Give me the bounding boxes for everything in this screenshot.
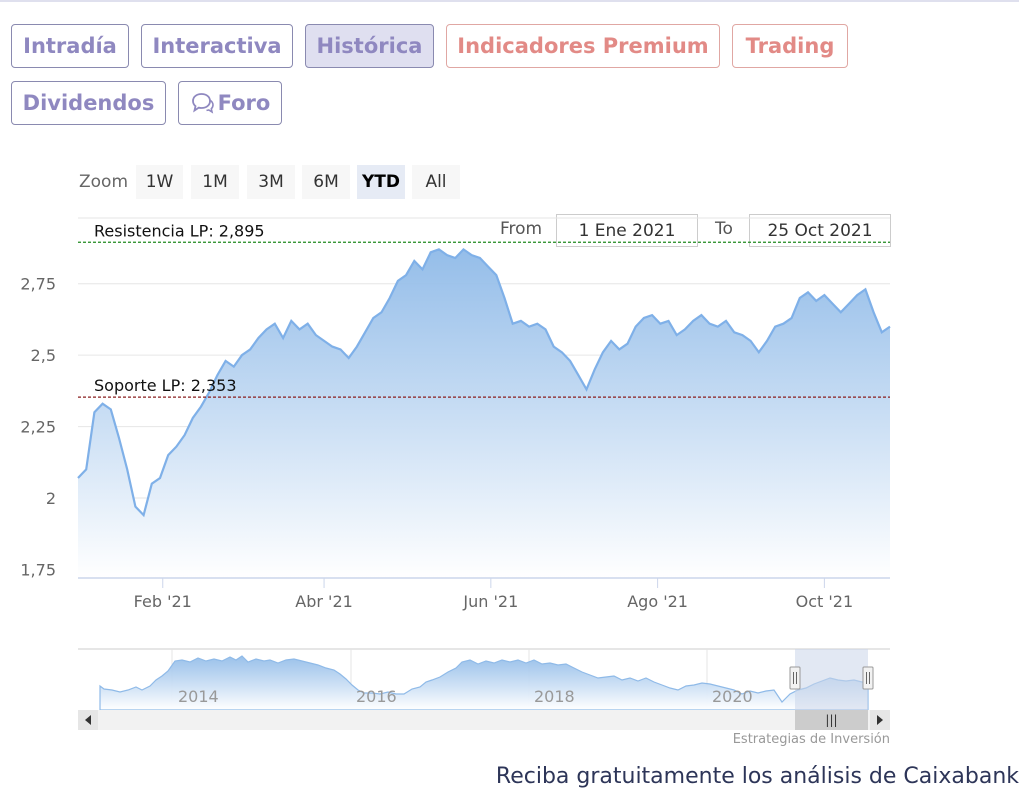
x-tick-label: Oct '21 [796,592,854,611]
tab-intradia[interactable]: Intradía [11,24,129,68]
to-date-input[interactable]: 25 Oct 2021 [749,214,891,247]
tab-dividendos[interactable]: Dividendos [11,81,166,125]
scroll-right-button[interactable] [870,710,890,730]
tab-label: Dividendos [22,91,155,115]
navigator-area [99,655,869,711]
scroll-left-button[interactable] [78,710,98,730]
y-tick-label: 2,5 [31,346,56,365]
tab-label: Indicadores Premium [457,34,709,58]
navigator-year-label: 2018 [534,687,575,706]
zoom-all-button[interactable]: All [412,165,460,199]
tab-label: Foro [217,91,271,115]
chart-credit[interactable]: Estrategias de Inversión [732,732,890,747]
tab-label: Trading [745,34,835,58]
tab-foro[interactable]: Foro [178,81,282,125]
zoom-1w-button[interactable]: 1W [136,165,183,199]
y-tick-label: 2 [46,489,56,508]
zoom-ytd-button[interactable]: YTD [357,165,405,199]
navigator-year-label: 2014 [178,687,219,706]
y-tick-label: 2,25 [20,418,56,437]
zoom-1m-button[interactable]: 1M [191,165,239,199]
tab-interactiva[interactable]: Interactiva [141,24,293,68]
y-tick-label: 1,75 [20,560,56,579]
resistance-label: Resistencia LP: 2,895 [94,221,265,240]
x-tick-label: Ago '21 [627,592,688,611]
navigator-right-handle[interactable] [862,666,874,690]
zoom-3m-button[interactable]: 3M [247,165,295,199]
scrollbar[interactable]: ||| [78,710,890,730]
chat-bubbles-icon [191,93,214,114]
from-date-input[interactable]: 1 Ene 2021 [556,214,698,247]
navigator-year-label: 2016 [356,687,397,706]
x-tick-label: Jun '21 [462,592,518,611]
tab-label: Intradía [23,34,117,58]
tab-historica[interactable]: Histórica [305,24,434,68]
tab-trading[interactable]: Trading [732,24,848,68]
navigator[interactable]: 2014 2016 2018 2020 [78,648,890,711]
tab-label: Histórica [316,34,423,58]
top-divider [0,0,1019,2]
tab-indicadores-premium[interactable]: Indicadores Premium [446,24,720,68]
price-area [78,249,890,578]
zoom-label: Zoom [79,172,129,192]
x-tick-label: Abr '21 [295,592,353,611]
x-tick-label: Feb '21 [134,592,192,611]
y-tick-label: 2,75 [20,275,56,294]
support-label: Soporte LP: 2,353 [94,376,237,395]
to-label: To [715,219,733,239]
navigator-year-label: 2020 [712,687,753,706]
tab-label: Interactiva [152,34,282,58]
price-line [77,247,891,518]
arrow-left-icon [85,715,91,725]
zoom-6m-button[interactable]: 6M [302,165,350,199]
scrollbar-grip-icon: ||| [825,713,837,727]
navigator-selection[interactable] [795,649,868,710]
from-label: From [500,219,543,239]
arrow-right-icon [877,715,883,725]
cta-text[interactable]: Reciba gratuitamente los análisis de Cai… [495,764,1019,789]
navigator-left-handle[interactable] [789,666,801,690]
scrollbar-thumb[interactable] [795,710,868,730]
